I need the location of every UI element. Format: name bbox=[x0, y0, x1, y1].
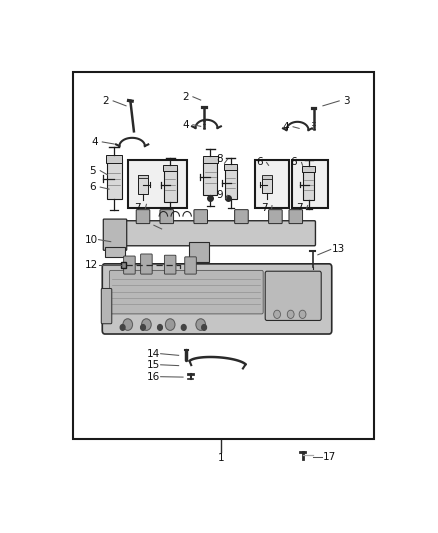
FancyBboxPatch shape bbox=[289, 209, 303, 224]
Circle shape bbox=[120, 325, 125, 330]
FancyBboxPatch shape bbox=[110, 270, 263, 314]
FancyBboxPatch shape bbox=[235, 209, 248, 224]
Bar bbox=[138, 175, 148, 194]
Text: 1: 1 bbox=[218, 453, 224, 463]
Circle shape bbox=[287, 310, 294, 318]
Text: 3: 3 bbox=[343, 96, 350, 106]
Circle shape bbox=[274, 310, 280, 318]
Bar bbox=[121, 262, 127, 268]
Bar bbox=[106, 156, 122, 163]
Text: 2: 2 bbox=[102, 96, 109, 106]
Bar bbox=[204, 159, 217, 195]
Bar bbox=[203, 156, 218, 163]
FancyBboxPatch shape bbox=[164, 255, 176, 274]
Bar bbox=[107, 159, 122, 199]
Bar bbox=[303, 169, 314, 200]
Bar bbox=[138, 175, 148, 179]
Text: 7: 7 bbox=[296, 204, 303, 213]
Bar bbox=[105, 247, 125, 257]
Text: 4: 4 bbox=[282, 122, 289, 132]
Circle shape bbox=[141, 319, 151, 330]
Text: 13: 13 bbox=[332, 245, 345, 254]
Text: 17: 17 bbox=[323, 452, 336, 462]
Circle shape bbox=[299, 310, 306, 318]
Text: 7: 7 bbox=[261, 204, 268, 213]
Bar bbox=[164, 168, 177, 201]
Text: 5: 5 bbox=[89, 166, 96, 176]
Circle shape bbox=[158, 325, 162, 330]
Circle shape bbox=[166, 319, 175, 330]
FancyBboxPatch shape bbox=[101, 288, 112, 324]
FancyBboxPatch shape bbox=[141, 254, 152, 274]
Text: 6: 6 bbox=[89, 182, 96, 192]
Text: 4: 4 bbox=[182, 120, 189, 130]
Text: 9: 9 bbox=[217, 190, 223, 200]
FancyBboxPatch shape bbox=[194, 209, 208, 224]
FancyBboxPatch shape bbox=[268, 209, 282, 224]
Circle shape bbox=[181, 325, 186, 330]
Text: 16: 16 bbox=[147, 372, 160, 382]
Bar bbox=[224, 164, 237, 170]
Circle shape bbox=[123, 319, 132, 330]
Text: 8: 8 bbox=[217, 154, 223, 164]
Text: 10: 10 bbox=[85, 235, 98, 245]
Circle shape bbox=[196, 319, 205, 330]
Circle shape bbox=[141, 325, 145, 330]
Text: 4: 4 bbox=[92, 137, 98, 147]
Text: 6: 6 bbox=[291, 157, 297, 167]
Text: 14: 14 bbox=[147, 349, 160, 359]
FancyBboxPatch shape bbox=[160, 209, 173, 224]
Bar bbox=[255, 160, 289, 208]
FancyBboxPatch shape bbox=[103, 219, 127, 251]
FancyBboxPatch shape bbox=[102, 264, 332, 334]
Bar bbox=[293, 160, 328, 208]
FancyBboxPatch shape bbox=[265, 271, 321, 320]
Text: 15: 15 bbox=[147, 360, 160, 370]
Text: 6: 6 bbox=[256, 157, 262, 167]
Text: 2: 2 bbox=[182, 92, 189, 102]
FancyBboxPatch shape bbox=[124, 256, 135, 274]
FancyBboxPatch shape bbox=[185, 257, 196, 274]
Bar bbox=[189, 242, 209, 262]
Text: 7: 7 bbox=[134, 204, 141, 213]
Circle shape bbox=[202, 325, 206, 330]
Bar bbox=[262, 175, 272, 179]
Bar bbox=[302, 166, 315, 172]
Bar bbox=[262, 176, 272, 193]
FancyBboxPatch shape bbox=[106, 221, 315, 246]
Text: 11: 11 bbox=[140, 220, 153, 230]
Bar bbox=[225, 167, 237, 199]
Text: 12: 12 bbox=[85, 260, 98, 270]
Bar bbox=[128, 160, 187, 208]
Bar bbox=[74, 72, 374, 440]
Bar bbox=[163, 165, 177, 171]
FancyBboxPatch shape bbox=[136, 209, 150, 224]
